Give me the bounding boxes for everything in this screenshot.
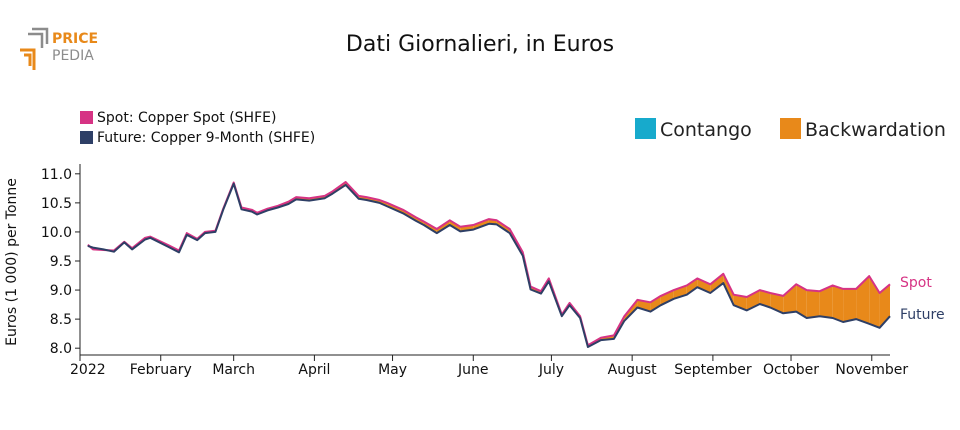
- spread-segment: [473, 219, 489, 230]
- y-tick-label: 11.0: [41, 167, 72, 183]
- spread-segment: [819, 285, 833, 318]
- logo-text-price: PRICE: [52, 31, 98, 47]
- spread-segment: [650, 295, 661, 312]
- spread-segment: [796, 284, 807, 318]
- x-tick-label: February: [130, 362, 192, 378]
- x-tick-label: April: [298, 362, 330, 378]
- spread-segment: [710, 273, 724, 293]
- spread-segment: [759, 290, 771, 308]
- x-tick-label: September: [674, 362, 752, 378]
- spread-segment: [856, 276, 870, 324]
- logo-mark-icon: [20, 27, 49, 70]
- x-tick-label: May: [378, 362, 407, 378]
- series-line-spot: [87, 181, 891, 347]
- x-tick-label: March: [212, 362, 255, 378]
- axes: 8.0 8.5 9.0 9.5 10.0 10.5 11.0 2022 February Marc…: [41, 164, 908, 378]
- spread-segment: [879, 284, 890, 328]
- end-label-future: Future: [900, 307, 945, 323]
- legend-swatch-contango: [635, 118, 656, 139]
- spread-segment: [697, 278, 711, 293]
- legend-item-future[interactable]: Future: Copper 9-Month (SHFE): [80, 130, 315, 146]
- legend-item-contango[interactable]: Contango: [635, 118, 752, 141]
- y-tick-label: 9.0: [50, 283, 72, 299]
- x-tick-label: November: [835, 362, 908, 378]
- end-label-spot: Spot: [900, 275, 932, 291]
- spread-segment: [686, 278, 698, 295]
- y-tick-label: 8.0: [50, 341, 72, 357]
- spread-segment: [843, 288, 857, 322]
- legend-label-future: Future: Copper 9-Month (SHFE): [97, 130, 316, 146]
- spread-segment: [783, 284, 797, 314]
- y-tick-label: 10.0: [41, 225, 72, 241]
- x-tick-label: August: [608, 362, 658, 378]
- x-tick-label: October: [763, 362, 819, 378]
- series-line-layer: [87, 181, 891, 348]
- logo-text-pedia: PEDIA: [52, 48, 94, 64]
- spread-segment: [806, 290, 820, 318]
- x-tick-label: July: [538, 362, 564, 378]
- legend-swatch-future: [80, 131, 93, 144]
- legend-swatch-spot: [80, 111, 93, 124]
- spread-segment: [660, 290, 674, 306]
- pricepedia-logo: PRICE PEDIA: [20, 27, 98, 70]
- x-tick-label: June: [457, 362, 489, 378]
- legend-item-backwardation[interactable]: Backwardation: [780, 118, 946, 141]
- y-tick-label: 9.5: [50, 254, 72, 270]
- y-tick-label: 8.5: [50, 312, 72, 328]
- legend-label-contango: Contango: [660, 119, 752, 141]
- y-tick-label: 10.5: [41, 196, 72, 212]
- spread-segment: [637, 299, 651, 312]
- spread-segment: [449, 220, 461, 232]
- legend-swatch-backwardation: [780, 118, 801, 139]
- legend-item-spot[interactable]: Spot: Copper Spot (SHFE): [80, 110, 276, 126]
- series-line-future: [87, 182, 891, 348]
- chart-title: Dati Giornalieri, in Euros: [345, 32, 615, 57]
- y-axis-title: Euros (1 000) per Tonne: [4, 178, 20, 346]
- spread-segment: [832, 285, 844, 322]
- legend-label-spot: Spot: Copper Spot (SHFE): [97, 110, 277, 126]
- legend-label-backwardation: Backwardation: [805, 119, 946, 141]
- spread-fill-layer: [87, 182, 890, 347]
- x-tick-label: 2022: [70, 362, 106, 378]
